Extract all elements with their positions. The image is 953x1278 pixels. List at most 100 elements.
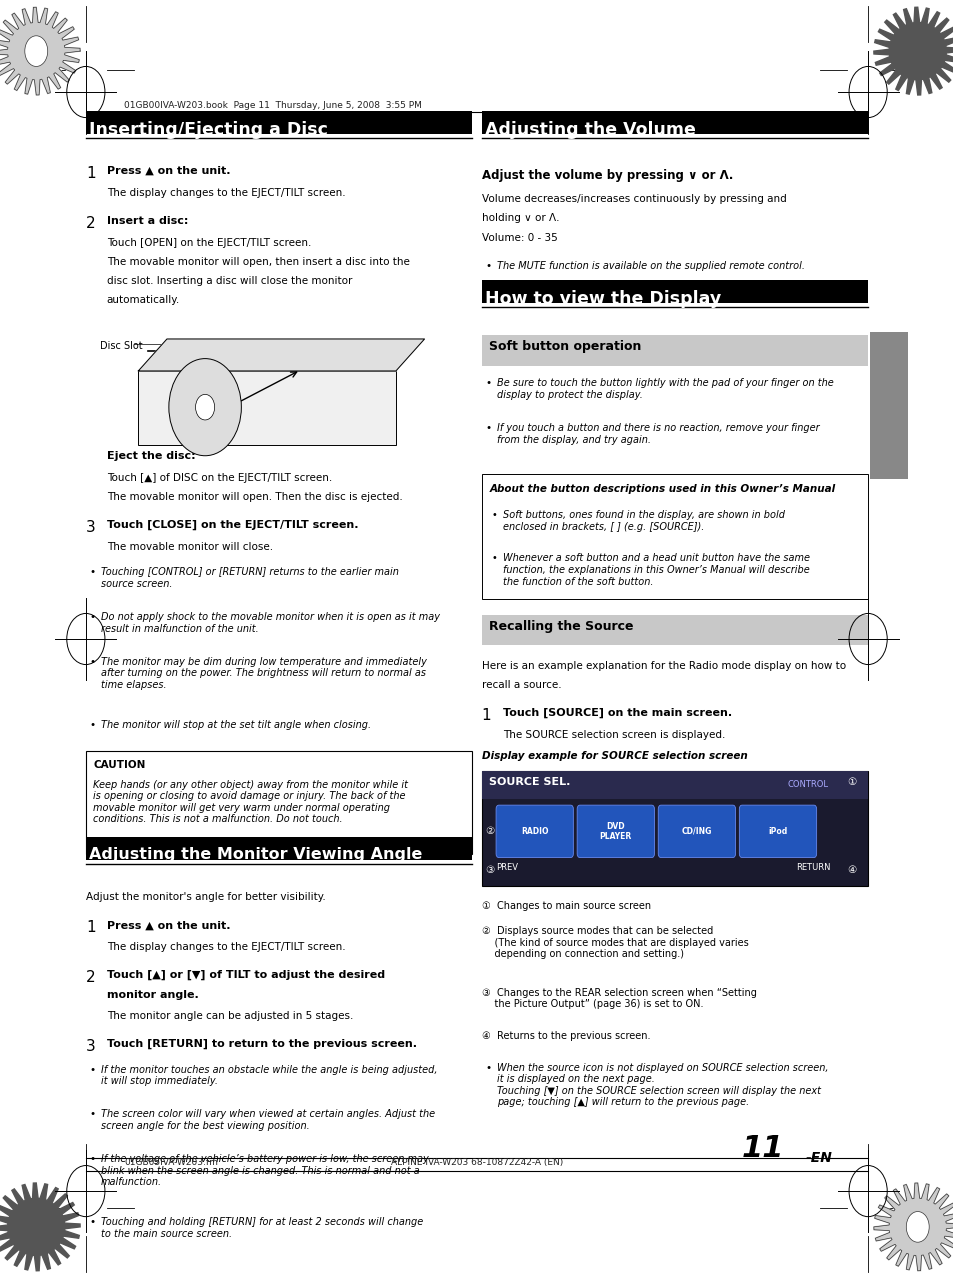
Text: •: •	[90, 721, 95, 730]
Bar	[481, 111, 867, 134]
Text: PREV: PREV	[496, 863, 517, 872]
Text: SOURCE SEL.: SOURCE SEL.	[489, 777, 570, 787]
Text: Press ▲ on the unit.: Press ▲ on the unit.	[107, 166, 230, 176]
Text: The display changes to the EJECT/TILT screen.: The display changes to the EJECT/TILT sc…	[107, 188, 345, 198]
Text: How to view the Display: How to view the Display	[484, 290, 720, 308]
Text: The monitor angle can be adjusted in 5 stages.: The monitor angle can be adjusted in 5 s…	[107, 1011, 353, 1021]
Text: 01GB05IVA-W203.fm: 01GB05IVA-W203.fm	[124, 1158, 217, 1168]
Text: 01GB00IVA-W203.book  Page 11  Thursday, June 5, 2008  3:55 PM: 01GB00IVA-W203.book Page 11 Thursday, Ju…	[124, 101, 421, 110]
Bar	[86, 837, 472, 860]
Text: ①  Changes to main source screen: ① Changes to main source screen	[481, 901, 650, 911]
Text: •: •	[90, 1218, 95, 1227]
Text: The screen color will vary when viewed at certain angles. Adjust the
screen angl: The screen color will vary when viewed a…	[101, 1109, 435, 1131]
Circle shape	[905, 1212, 928, 1242]
Text: ③: ③	[485, 865, 495, 875]
Circle shape	[25, 36, 48, 66]
Text: 1: 1	[481, 708, 491, 723]
Text: When the source icon is not displayed on SOURCE selection screen,
it is displaye: When the source icon is not displayed on…	[497, 1063, 827, 1108]
FancyBboxPatch shape	[577, 805, 654, 858]
Text: Keep hands (or any other object) away from the monitor while it
is opening or cl: Keep hands (or any other object) away fr…	[93, 780, 408, 824]
Circle shape	[195, 395, 214, 420]
Text: Touch [SOURCE] on the main screen.: Touch [SOURCE] on the main screen.	[502, 708, 731, 718]
Bar	[481, 771, 867, 886]
Text: 11: 11	[741, 1135, 783, 1163]
Text: recall a source.: recall a source.	[481, 680, 560, 690]
Text: •: •	[485, 423, 491, 433]
Text: ④  Returns to the previous screen.: ④ Returns to the previous screen.	[481, 1031, 650, 1042]
Text: If the monitor touches an obstacle while the angle is being adjusted,
it will st: If the monitor touches an obstacle while…	[101, 1065, 437, 1086]
Text: disc slot. Inserting a disc will close the monitor: disc slot. Inserting a disc will close t…	[107, 276, 352, 286]
Text: •: •	[90, 1109, 95, 1120]
Text: Soft button operation: Soft button operation	[489, 340, 641, 353]
Text: Be sure to touch the button lightly with the pad of your finger on the
display t: Be sure to touch the button lightly with…	[497, 378, 833, 400]
Polygon shape	[873, 1183, 953, 1270]
Text: The movable monitor will close.: The movable monitor will close.	[107, 542, 273, 552]
Text: The MUTE function is available on the supplied remote control.: The MUTE function is available on the su…	[497, 261, 804, 271]
Text: Inserting/Ejecting a Disc: Inserting/Ejecting a Disc	[89, 121, 327, 139]
Polygon shape	[873, 8, 953, 95]
Text: •: •	[90, 1065, 95, 1075]
Text: If the voltage of the vehicle’s battery power is low, the screen may
blink when : If the voltage of the vehicle’s battery …	[101, 1154, 429, 1187]
Text: automatically.: automatically.	[107, 295, 180, 305]
Text: The display changes to the EJECT/TILT screen.: The display changes to the EJECT/TILT sc…	[107, 942, 345, 952]
Bar	[869, 332, 907, 479]
Text: RADIO: RADIO	[520, 827, 548, 836]
FancyBboxPatch shape	[739, 805, 816, 858]
Text: Here is an example explanation for the Radio mode display on how to: Here is an example explanation for the R…	[481, 661, 845, 671]
Text: •: •	[90, 612, 95, 622]
Text: The SOURCE selection screen is displayed.: The SOURCE selection screen is displayed…	[502, 730, 724, 740]
Text: ③  Changes to the REAR selection screen when “Setting
    the Picture Output” (p: ③ Changes to the REAR selection screen w…	[481, 988, 756, 1010]
Text: •: •	[90, 567, 95, 578]
Text: The movable monitor will open. Then the disc is ejected.: The movable monitor will open. Then the …	[107, 492, 402, 502]
Text: holding ∨ or Λ.: holding ∨ or Λ.	[481, 213, 558, 224]
Text: monitor angle.: monitor angle.	[107, 990, 198, 1001]
Bar	[481, 615, 867, 645]
Text: The monitor may be dim during low temperature and immediately
after turning on t: The monitor may be dim during low temper…	[101, 657, 427, 690]
Text: 1: 1	[86, 166, 95, 181]
Text: Whenever a soft button and a head unit button have the same
function, the explan: Whenever a soft button and a head unit b…	[502, 553, 809, 587]
Text: Touch [CLOSE] on the EJECT/TILT screen.: Touch [CLOSE] on the EJECT/TILT screen.	[107, 520, 358, 530]
FancyBboxPatch shape	[86, 751, 472, 854]
Text: Adjusting the Volume: Adjusting the Volume	[484, 121, 695, 139]
Text: Press ▲ on the unit.: Press ▲ on the unit.	[107, 920, 230, 930]
Text: Soft buttons, ones found in the display, are shown in bold
enclosed in brackets,: Soft buttons, ones found in the display,…	[502, 510, 784, 532]
Text: •: •	[485, 1063, 491, 1072]
Text: Touch [▲] or [▼] of TILT to adjust the desired: Touch [▲] or [▼] of TILT to adjust the d…	[107, 970, 385, 980]
Text: Touch [▲] of DISC on the EJECT/TILT screen.: Touch [▲] of DISC on the EJECT/TILT scre…	[107, 473, 332, 483]
Text: Touching [CONTROL] or [RETURN] returns to the earlier main
source screen.: Touching [CONTROL] or [RETURN] returns t…	[101, 567, 398, 589]
Polygon shape	[0, 1183, 80, 1270]
Text: Eject the disc:: Eject the disc:	[107, 451, 195, 461]
Text: 2: 2	[86, 970, 95, 985]
Text: Volume decreases/increases continuously by pressing and: Volume decreases/increases continuously …	[481, 194, 785, 204]
Bar	[138, 371, 395, 445]
Bar	[481, 335, 867, 366]
Text: -EN: -EN	[805, 1151, 832, 1164]
Text: Touch [RETURN] to return to the previous screen.: Touch [RETURN] to return to the previous…	[107, 1039, 416, 1049]
Text: •: •	[491, 510, 497, 520]
Polygon shape	[138, 339, 424, 371]
Text: •: •	[90, 1154, 95, 1164]
Polygon shape	[0, 8, 80, 95]
Text: Refer to “Controls on Remote Control” on pages 58-59.: Refer to “Controls on Remote Control” on…	[497, 280, 767, 290]
FancyBboxPatch shape	[496, 805, 573, 858]
Text: 3: 3	[86, 520, 95, 535]
Text: •: •	[491, 553, 497, 564]
Text: Touch [OPEN] on the EJECT/TILT screen.: Touch [OPEN] on the EJECT/TILT screen.	[107, 238, 311, 248]
Text: The monitor will stop at the set tilt angle when closing.: The monitor will stop at the set tilt an…	[101, 721, 371, 730]
Text: Do not apply shock to the movable monitor when it is open as it may
result in ma: Do not apply shock to the movable monito…	[101, 612, 439, 634]
Text: •: •	[485, 378, 491, 389]
Text: Display example for SOURCE selection screen: Display example for SOURCE selection scr…	[481, 751, 747, 762]
Text: Disc Slot: Disc Slot	[100, 341, 143, 350]
Text: About the button descriptions used in this Owner’s Manual: About the button descriptions used in th…	[489, 484, 835, 495]
Bar	[86, 111, 472, 134]
Text: Adjust the monitor's angle for better visibility.: Adjust the monitor's angle for better vi…	[86, 892, 325, 902]
Text: Volume: 0 - 35: Volume: 0 - 35	[481, 233, 557, 243]
Text: CONTROL: CONTROL	[786, 780, 827, 789]
Text: If you touch a button and there is no reaction, remove your finger
from the disp: If you touch a button and there is no re…	[497, 423, 819, 445]
Text: 1: 1	[86, 920, 95, 935]
Text: iPod: iPod	[767, 827, 787, 836]
Text: The movable monitor will open, then insert a disc into the: The movable monitor will open, then inse…	[107, 257, 409, 267]
Text: ①: ①	[846, 777, 856, 787]
Text: Adjusting the Monitor Viewing Angle: Adjusting the Monitor Viewing Angle	[89, 847, 421, 863]
Text: Recalling the Source: Recalling the Source	[489, 620, 633, 633]
